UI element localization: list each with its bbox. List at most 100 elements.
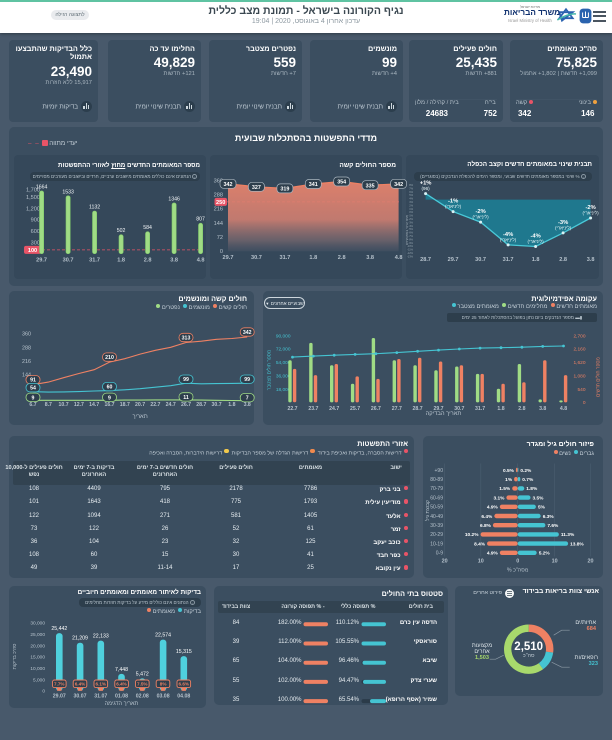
- svg-text:7.7%: 7.7%: [54, 681, 64, 686]
- svg-text:אחוז שינוי במאומתים: אחוז שינוי במאומתים: [405, 214, 409, 245]
- svg-text:4.8: 4.8: [196, 258, 204, 264]
- svg-text:מספר חולים חדשים: מספר חולים חדשים: [594, 357, 601, 397]
- svg-text:25,442: 25,442: [51, 626, 67, 632]
- svg-text:20,000: 20,000: [30, 643, 45, 649]
- svg-text:7%: 7%: [409, 186, 413, 190]
- svg-text:7: 7: [246, 396, 249, 402]
- svg-text:5,472: 5,472: [136, 671, 149, 677]
- svg-text:-11%: -11%: [407, 248, 414, 252]
- svg-text:-8%: -8%: [408, 237, 413, 241]
- svg-text:0-9: 0-9: [436, 550, 443, 556]
- svg-text:30.07: 30.07: [74, 693, 87, 699]
- svg-text:24.7: 24.7: [166, 402, 176, 408]
- svg-text:144: 144: [214, 221, 223, 227]
- svg-text:1.8%: 1.8%: [526, 486, 538, 492]
- svg-text:360: 360: [22, 332, 31, 338]
- svg-text:31.7: 31.7: [503, 257, 514, 263]
- svg-text:25.7: 25.7: [350, 406, 360, 412]
- svg-text:10: 10: [552, 558, 558, 564]
- svg-text:תאריך הבדיקה: תאריך הבדיקה: [425, 411, 461, 417]
- svg-text:40-49: 40-49: [430, 513, 443, 519]
- svg-text:10,000: 10,000: [30, 665, 45, 671]
- svg-text:70-79: 70-79: [430, 486, 443, 492]
- svg-text:8.4%: 8.4%: [474, 541, 486, 547]
- svg-text:22,133: 22,133: [93, 633, 109, 639]
- svg-text:1.8: 1.8: [497, 406, 504, 412]
- svg-text:15,000: 15,000: [30, 654, 45, 660]
- svg-text:1.8: 1.8: [309, 255, 317, 261]
- svg-text:15,315: 15,315: [176, 649, 192, 655]
- svg-text:-2%: -2%: [408, 217, 413, 221]
- svg-text:1.8: 1.8: [228, 402, 235, 408]
- svg-text:6.4%: 6.4%: [75, 681, 85, 686]
- svg-text:6.1%: 6.1%: [96, 681, 106, 686]
- svg-text:60-69: 60-69: [430, 495, 443, 501]
- svg-text:6.8%: 6.8%: [480, 523, 492, 529]
- svg-text:1,080: 1,080: [573, 373, 585, 379]
- svg-text:-12%: -12%: [407, 251, 414, 255]
- svg-text:27.7: 27.7: [391, 406, 401, 412]
- svg-text:6%: 6%: [409, 190, 413, 194]
- svg-text:1%: 1%: [409, 207, 413, 211]
- svg-text:6.3%: 6.3%: [543, 513, 555, 519]
- svg-text:319: 319: [280, 187, 289, 193]
- svg-text:-10%: -10%: [407, 244, 414, 248]
- svg-text:3.8: 3.8: [539, 406, 546, 412]
- svg-text:4%: 4%: [409, 197, 413, 201]
- svg-text:30.7: 30.7: [454, 406, 464, 412]
- svg-text:31.7: 31.7: [475, 406, 485, 412]
- svg-text:72: 72: [217, 235, 223, 241]
- svg-text:7.5%: 7.5%: [137, 681, 147, 686]
- svg-text:4.9%: 4.9%: [487, 504, 499, 510]
- svg-text:25,000: 25,000: [30, 631, 45, 637]
- svg-text:+90: +90: [435, 467, 444, 473]
- svg-text:99: 99: [183, 377, 189, 383]
- svg-text:5,000: 5,000: [33, 677, 45, 683]
- svg-text:36,000: 36,000: [275, 373, 290, 379]
- svg-text:% מסה"כ: % מסה"כ: [507, 567, 529, 573]
- svg-text:807: 807: [196, 217, 205, 223]
- svg-text:2,700: 2,700: [573, 333, 585, 339]
- svg-text:31.07: 31.07: [94, 693, 107, 699]
- svg-text:288: 288: [22, 345, 31, 351]
- svg-text:6.7: 6.7: [29, 402, 36, 408]
- svg-text:80-89: 80-89: [430, 477, 443, 483]
- svg-text:30,000: 30,000: [30, 620, 45, 626]
- svg-text:0.7%: 0.7%: [522, 477, 534, 483]
- svg-text:6.6%: 6.6%: [179, 681, 189, 686]
- svg-text:20.7: 20.7: [135, 402, 145, 408]
- svg-text:100: 100: [27, 248, 36, 254]
- svg-text:3.8: 3.8: [244, 402, 251, 408]
- svg-text:0: 0: [220, 249, 223, 255]
- svg-text:2%: 2%: [409, 203, 413, 207]
- svg-text:2.8: 2.8: [518, 406, 525, 412]
- svg-text:מספר חולים מצטבר: מספר חולים מצטבר: [265, 350, 272, 390]
- svg-text:18.7: 18.7: [120, 402, 130, 408]
- svg-text:3.8: 3.8: [587, 257, 595, 263]
- svg-text:354: 354: [337, 180, 346, 186]
- svg-text:7.6%: 7.6%: [547, 523, 559, 529]
- svg-text:1,200: 1,200: [26, 206, 40, 212]
- svg-text:26.7: 26.7: [370, 406, 380, 412]
- svg-text:29.7: 29.7: [448, 257, 459, 263]
- svg-text:10.2%: 10.2%: [465, 532, 479, 538]
- svg-text:8.7: 8.7: [45, 402, 52, 408]
- svg-text:9: 9: [108, 395, 111, 401]
- svg-text:(ליניארי): (ליניארי): [472, 215, 489, 220]
- svg-text:90,000: 90,000: [275, 333, 290, 339]
- svg-text:335: 335: [366, 183, 375, 189]
- svg-text:22.7: 22.7: [150, 402, 160, 408]
- svg-text:1132: 1132: [89, 205, 100, 211]
- svg-text:(ליניארי): (ליניארי): [527, 239, 544, 244]
- svg-text:28.7: 28.7: [412, 406, 422, 412]
- svg-text:-7%: -7%: [408, 234, 413, 238]
- svg-text:4.8: 4.8: [395, 255, 403, 261]
- svg-text:11.3%: 11.3%: [561, 532, 575, 538]
- svg-text:3.8: 3.8: [170, 258, 178, 264]
- svg-text:360: 360: [214, 178, 223, 184]
- svg-text:14.7: 14.7: [89, 402, 99, 408]
- svg-text:502: 502: [116, 228, 125, 234]
- svg-text:5.2%: 5.2%: [539, 550, 551, 556]
- svg-text:6.4%: 6.4%: [116, 681, 126, 686]
- svg-text:341: 341: [309, 182, 318, 188]
